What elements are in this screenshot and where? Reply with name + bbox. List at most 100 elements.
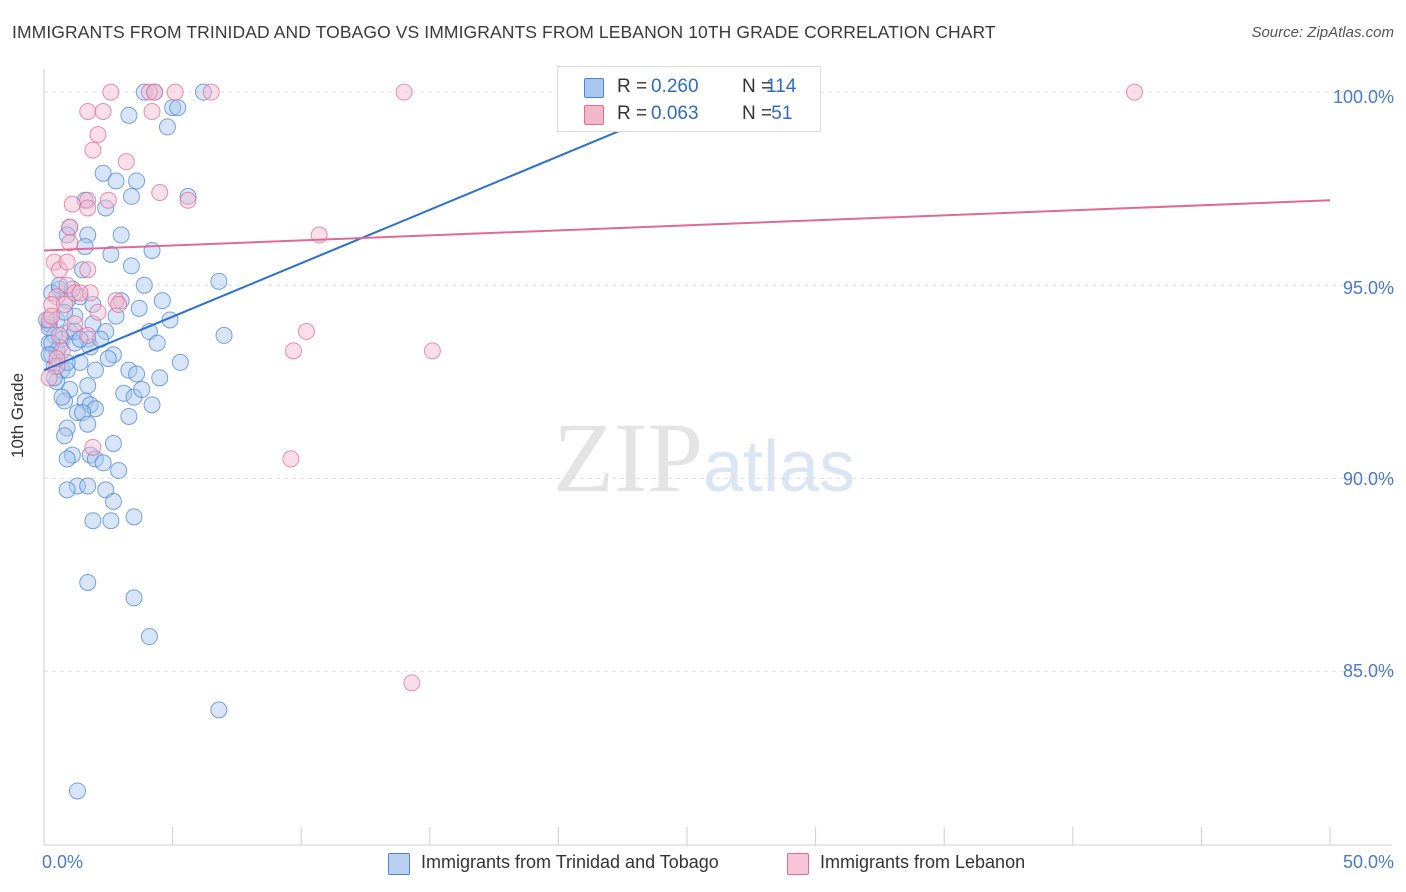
- lebanon-point: [179, 191, 197, 209]
- lebanon-point: [89, 303, 107, 321]
- trinidad-point: [179, 187, 197, 205]
- trinidad-point: [74, 261, 92, 279]
- trinidad-point: [115, 384, 133, 402]
- n-label: N =: [742, 76, 773, 97]
- legend-swatch-lebanon: [584, 105, 604, 125]
- legend-swatch-trinidad: [388, 853, 410, 875]
- lebanon-point: [151, 184, 169, 202]
- r-value: 0.260: [651, 76, 699, 97]
- chart-title: IMMIGRANTS FROM TRINIDAD AND TOBAGO VS I…: [12, 22, 996, 42]
- watermark-atlas: atlas: [703, 427, 856, 507]
- trinidad-point: [76, 238, 94, 256]
- trinidad-point: [56, 427, 74, 445]
- lebanon-point: [146, 83, 164, 101]
- r-label: R =: [617, 103, 648, 124]
- trinidad-trend-line: [43, 91, 714, 372]
- trinidad-point: [104, 434, 122, 452]
- trinidad-point: [215, 326, 233, 344]
- trinidad-point: [148, 334, 166, 352]
- trinidad-point: [128, 172, 146, 190]
- lebanon-point: [94, 102, 112, 120]
- lebanon-point: [202, 83, 220, 101]
- n-value: 51: [766, 103, 793, 124]
- lebanon-point: [297, 323, 315, 341]
- trinidad-point: [143, 241, 161, 259]
- x-tick-label: 0.0%: [42, 852, 84, 872]
- trinidad-point: [84, 512, 102, 530]
- lebanon-point: [282, 450, 300, 468]
- trinidad-point: [79, 377, 97, 395]
- x-tick-label: 50.0%: [1342, 852, 1394, 872]
- trinidad-point: [210, 701, 228, 719]
- lebanon-trend-line: [43, 199, 1331, 252]
- lebanon-point: [1126, 83, 1144, 101]
- trinidad-point: [135, 276, 153, 294]
- trinidad-point: [71, 330, 89, 348]
- trinidad-point: [86, 361, 104, 379]
- trinidad-point: [210, 272, 228, 290]
- lebanon-point: [89, 126, 107, 144]
- trinidad-point: [125, 508, 143, 526]
- trinidad-point: [79, 477, 97, 495]
- trinidad-point: [68, 477, 86, 495]
- r-label: R =: [617, 76, 648, 97]
- trinidad-point: [107, 172, 125, 190]
- trinidad-point: [68, 782, 86, 800]
- lebanon-point: [143, 102, 161, 120]
- trinidad-point: [94, 164, 112, 182]
- trinidad-point: [99, 350, 117, 368]
- trinidad-point: [79, 415, 97, 433]
- lebanon-point: [84, 141, 102, 159]
- lebanon-point: [102, 83, 120, 101]
- lebanon-point: [81, 284, 99, 302]
- trinidad-point: [171, 353, 189, 371]
- lebanon-point: [63, 195, 81, 213]
- trinidad-point: [153, 292, 171, 310]
- legend-swatch-lebanon: [787, 853, 809, 875]
- trinidad-point: [140, 628, 158, 646]
- lebanon-point: [99, 191, 117, 209]
- lebanon-point: [79, 102, 97, 120]
- lebanon-point: [61, 234, 79, 252]
- lebanon-point: [56, 296, 74, 314]
- legend-label: Immigrants from Lebanon: [820, 852, 1026, 872]
- trinidad-point: [58, 450, 76, 468]
- trinidad-point: [169, 99, 187, 117]
- lebanon-point: [61, 218, 79, 236]
- trinidad-point: [86, 400, 104, 418]
- trinidad-point: [122, 257, 140, 275]
- lebanon-point: [403, 674, 421, 692]
- trinidad-point: [135, 83, 153, 101]
- trinidad-point: [128, 365, 146, 383]
- trinidad-point: [68, 404, 86, 422]
- n-label: N =: [742, 103, 773, 124]
- trinidad-point: [79, 573, 97, 591]
- lebanon-point: [58, 253, 76, 271]
- y-tick-label: 90.0%: [1342, 469, 1394, 489]
- lebanon-point: [40, 369, 58, 387]
- trinidad-point: [112, 226, 130, 244]
- trinidad-point: [120, 407, 138, 425]
- trinidad-point: [102, 512, 120, 530]
- n-value: 114: [766, 76, 797, 97]
- lebanon-point: [140, 83, 158, 101]
- lebanon-point: [79, 261, 97, 279]
- trinidad-point: [53, 388, 71, 406]
- lebanon-point: [79, 199, 97, 217]
- trinidad-point: [130, 299, 148, 317]
- lebanon-point: [71, 284, 89, 302]
- lebanon-point: [117, 153, 135, 171]
- y-tick-label: 85.0%: [1342, 661, 1394, 681]
- legend-swatch-trinidad: [584, 78, 604, 98]
- trinidad-point: [120, 361, 138, 379]
- source-label: Source: ZipAtlas.com: [1251, 24, 1394, 41]
- lebanon-point: [66, 284, 84, 302]
- trinidad-point: [94, 454, 112, 472]
- lebanon-point: [66, 315, 84, 333]
- trinidad-point: [102, 245, 120, 263]
- trinidad-point: [110, 462, 128, 480]
- trinidad-point: [158, 118, 176, 136]
- lebanon-point: [395, 83, 413, 101]
- trinidad-point: [120, 106, 138, 124]
